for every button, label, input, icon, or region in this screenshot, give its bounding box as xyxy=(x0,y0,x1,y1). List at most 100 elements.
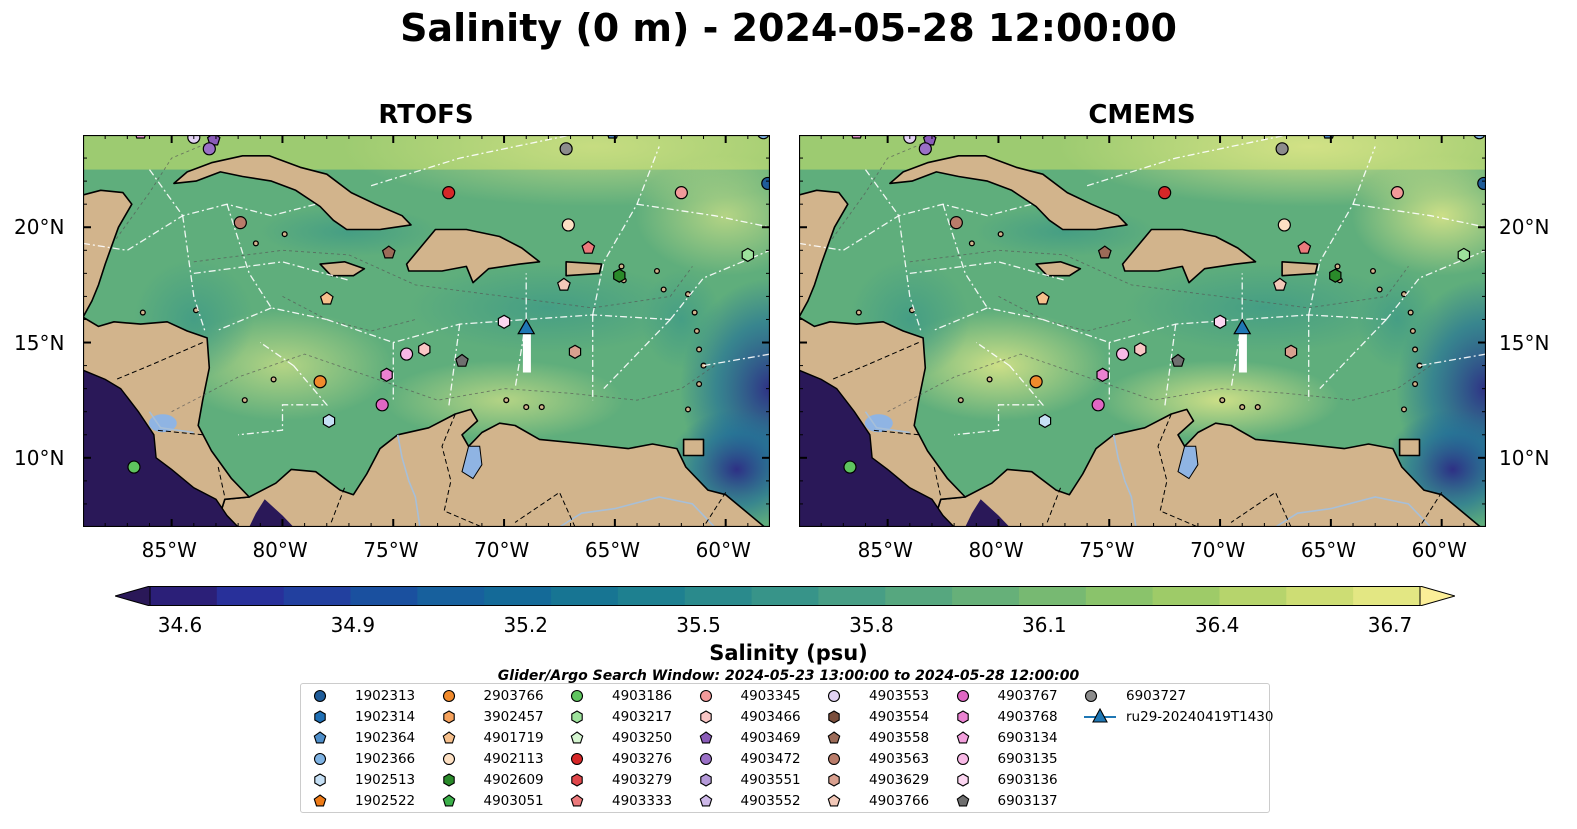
colorbar-extend-max xyxy=(1419,586,1455,606)
colorbar-segment xyxy=(417,586,485,606)
legend-label: 4903051 xyxy=(483,793,544,809)
colorbar-segment xyxy=(1219,586,1287,606)
legend-marker-hexagon xyxy=(314,773,326,787)
legend-label: 4903766 xyxy=(869,793,930,809)
colorbar-tick-label: 35.5 xyxy=(676,613,721,637)
land-jamaica xyxy=(319,261,366,277)
colorbar-segment xyxy=(751,586,819,606)
marker-4903466 xyxy=(1134,342,1147,357)
marker-1902513 xyxy=(322,413,336,429)
legend-label: 4903466 xyxy=(740,709,801,725)
marker-4902113 xyxy=(561,218,575,232)
land-trinidad xyxy=(1398,438,1421,457)
lat-tick-label-right: 10°N xyxy=(1499,445,1550,470)
marker-4903766 xyxy=(1272,277,1287,291)
colorbar-tick-label: 36.1 xyxy=(1022,613,1067,637)
legend: 1902313 1902314 1902364 1902366 1902513 19025… xyxy=(300,683,1273,813)
marker-4901719 xyxy=(319,291,334,305)
lat-tick-label-right: 15°N xyxy=(1499,330,1550,355)
lon-tick-label: 85°W xyxy=(857,538,913,562)
lon-tick-label: 85°W xyxy=(141,538,197,562)
marker-4903466 xyxy=(418,342,431,357)
legend-marker-pentagon xyxy=(699,731,712,744)
legend-marker-pentagon xyxy=(956,731,969,744)
legend-label: 1902513 xyxy=(355,772,416,788)
marker-2903766 xyxy=(1029,375,1043,389)
marker-4903345 xyxy=(674,186,688,200)
marker-4902609 xyxy=(1329,268,1342,283)
lon-tick-label: 65°W xyxy=(1300,538,1357,562)
marker-6903727 xyxy=(559,142,573,156)
colorbar-segment xyxy=(484,586,552,606)
marker-4903217 xyxy=(741,247,755,263)
marker-4903558 xyxy=(381,245,396,259)
colorbar-segment xyxy=(952,586,1020,606)
legend-marker-circle xyxy=(442,752,455,766)
marker-4902609 xyxy=(613,268,626,283)
legend-label: 4903345 xyxy=(740,688,801,704)
marker-4903472 xyxy=(202,142,216,156)
marker-6903137 xyxy=(1171,353,1185,367)
lon-tick-label: 60°W xyxy=(1411,538,1467,562)
marker-6903135 xyxy=(1115,347,1130,361)
colorbar-tick-label: 34.6 xyxy=(157,613,203,637)
legend-marker-hexagon xyxy=(442,710,455,724)
land-yucatan xyxy=(799,189,849,318)
legend-label: 3902457 xyxy=(483,709,544,725)
lon-tick-label: 70°W xyxy=(1190,538,1246,562)
legend-marker-circle xyxy=(1084,689,1098,703)
colorbar xyxy=(115,586,1455,606)
legend-marker-hexagon xyxy=(314,710,326,724)
colorbar-tick-label: 35.2 xyxy=(503,613,548,637)
marker-6903136 xyxy=(497,314,511,329)
colorbar-segment xyxy=(885,586,953,606)
legend-marker-circle xyxy=(313,689,327,703)
legend-label: 4903472 xyxy=(740,751,801,767)
marker-4903558 xyxy=(1097,245,1112,259)
marker-4903768 xyxy=(380,367,393,382)
marker-4903186 xyxy=(127,460,141,474)
legend-marker-hexagon xyxy=(442,773,455,787)
legend-marker-circle xyxy=(956,752,969,766)
lon-tick-label: 70°W xyxy=(474,538,530,562)
marker-4903563 xyxy=(949,216,963,230)
marker-4903276 xyxy=(442,186,456,200)
colorbar-segment xyxy=(1018,586,1087,606)
lat-tick-label-right: 20°N xyxy=(1499,215,1550,240)
lat-tick-label-left: 15°N xyxy=(14,330,65,355)
panel-title-rtofs: RTOFS xyxy=(378,100,474,130)
colorbar-segment xyxy=(1353,586,1421,606)
figure-title: Salinity (0 m) - 2024-05-28 12:00:00 xyxy=(400,6,1177,50)
colorbar-segment xyxy=(150,586,218,606)
legend-label: 1902364 xyxy=(355,730,416,746)
marker-4902113 xyxy=(1277,218,1291,232)
legend-marker-pentagon xyxy=(442,731,455,744)
land-jamaica xyxy=(1035,261,1082,277)
colorbar-segment xyxy=(617,586,686,606)
marker-6903137 xyxy=(455,353,469,367)
legend-marker-pentagon xyxy=(442,794,455,807)
cmems-map xyxy=(799,135,1486,527)
legend-label: 6903137 xyxy=(997,793,1058,809)
panel-title-cmems: CMEMS xyxy=(1088,100,1196,130)
rtofs-map xyxy=(83,135,770,527)
legend-marker-triangle xyxy=(1084,708,1116,723)
colorbar-segment xyxy=(1152,586,1220,606)
map-frame xyxy=(83,135,770,527)
colorbar-extend-min xyxy=(115,586,151,606)
legend-marker-hexagon xyxy=(571,710,583,724)
land-south-america xyxy=(83,408,770,527)
legend-marker-circle xyxy=(827,752,841,766)
legend-label: 4903186 xyxy=(612,688,673,704)
marker-4903767 xyxy=(375,398,389,412)
legend-marker-hexagon xyxy=(956,710,969,724)
colorbar-segment xyxy=(283,586,352,606)
marker-4903767 xyxy=(1091,398,1105,412)
legend-label: 4903768 xyxy=(997,709,1058,725)
marker-6903136 xyxy=(1213,314,1227,329)
lat-tick-label-left: 20°N xyxy=(14,215,65,240)
legend-label: 4903276 xyxy=(612,751,673,767)
lake-maracaibo xyxy=(1177,445,1199,480)
legend-marker-pentagon xyxy=(313,731,327,744)
